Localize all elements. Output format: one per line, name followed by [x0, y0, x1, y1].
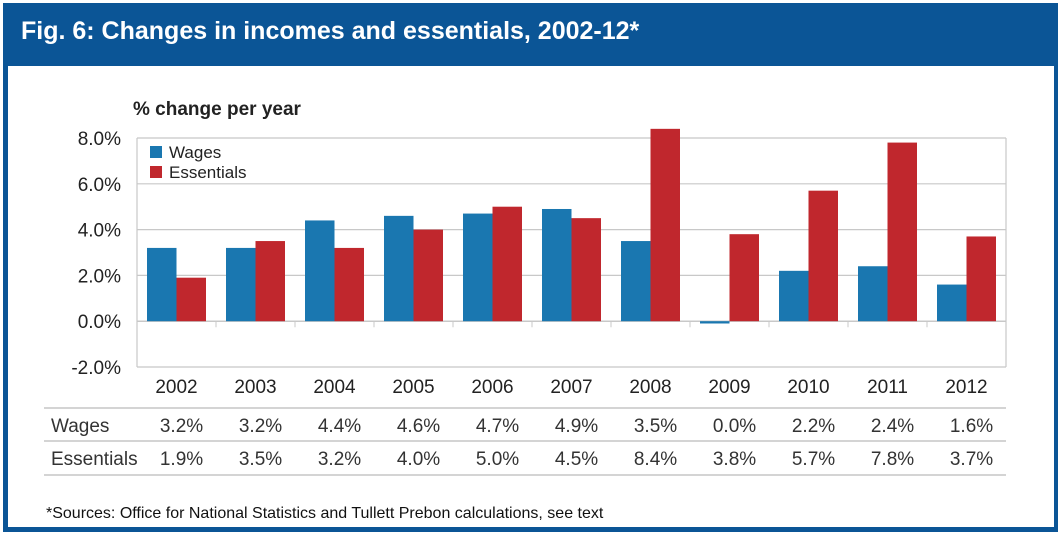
bar-wages-2011 — [858, 266, 888, 322]
x-tick-label: 2010 — [787, 377, 829, 398]
bar-wages-2006 — [463, 213, 493, 322]
x-tick-label: 2008 — [629, 377, 671, 398]
table-cell: 3.7% — [950, 449, 993, 470]
y-axis-label: % change per year — [133, 99, 302, 120]
figure-header: Fig. 6: Changes in incomes and essential… — [3, 3, 1058, 66]
x-tick-label: 2002 — [155, 377, 197, 398]
y-tick-label: -2.0% — [71, 358, 121, 379]
table-cell: 5.7% — [792, 449, 835, 470]
table-cell: 4.5% — [555, 449, 598, 470]
bar-essentials-2004 — [334, 247, 364, 322]
x-tick-label: 2005 — [392, 377, 434, 398]
y-tick-label: 6.0% — [78, 175, 121, 196]
x-tick-label: 2003 — [234, 377, 276, 398]
table-cell: 3.2% — [239, 416, 282, 437]
y-tick-label: 8.0% — [78, 129, 121, 150]
table-cell: 4.0% — [397, 449, 440, 470]
x-tick-label: 2009 — [708, 377, 750, 398]
table-cell: 7.8% — [871, 449, 914, 470]
table-cell: 3.2% — [318, 449, 361, 470]
bar-essentials-2005 — [413, 229, 443, 322]
x-tick-label: 2011 — [867, 377, 908, 398]
bar-wages-2009 — [700, 321, 730, 324]
bar-essentials-2010 — [808, 190, 838, 322]
data-table: Wages 3.2% 3.2% 4.4% 4.6% 4.7% 4.9% 3.5% 0.0% 2.2… — [44, 407, 1006, 476]
table-cell: 3.8% — [713, 449, 756, 470]
bar-wages-2003 — [226, 247, 256, 322]
bar-wages-2002 — [147, 247, 177, 322]
bar-wages-2012 — [937, 284, 967, 322]
x-tick-label: 2007 — [550, 377, 592, 398]
legend-swatch-essentials — [150, 166, 162, 178]
legend-label-essentials: Essentials — [169, 163, 246, 182]
table-cell: 1.9% — [160, 449, 203, 470]
x-tick-label: 2004 — [313, 377, 356, 398]
table-cell: 0.0% — [713, 416, 756, 437]
bar-essentials-2009 — [729, 234, 759, 322]
legend-label-wages: Wages — [169, 143, 221, 162]
table-cell: 3.5% — [239, 449, 282, 470]
legend-swatch-wages — [150, 146, 162, 158]
x-tick-label: 2006 — [471, 377, 513, 398]
bar-essentials-2006 — [492, 206, 522, 322]
bar-wages-2007 — [542, 208, 572, 322]
y-tick-label: 0.0% — [78, 312, 121, 333]
source-note: *Sources: Office for National Statistics… — [46, 505, 604, 522]
bar-essentials-2008 — [650, 128, 680, 322]
x-axis-ticks: 2002 2003 2004 2005 2006 2007 2008 2009 2010 2011… — [155, 377, 987, 398]
figure-title: Fig. 6: Changes in incomes and essential… — [21, 17, 640, 45]
bars — [147, 128, 996, 324]
bar-wages-2005 — [384, 215, 414, 322]
table-cell: 3.5% — [634, 416, 677, 437]
bar-essentials-2011 — [887, 142, 917, 322]
bar-wages-2004 — [305, 220, 335, 322]
table-cell: 4.7% — [476, 416, 519, 437]
table-cell: 2.2% — [792, 416, 835, 437]
y-tick-label: 4.0% — [78, 221, 121, 242]
table-cell: 4.6% — [397, 416, 440, 437]
table-cell: 2.4% — [871, 416, 914, 437]
bar-wages-2008 — [621, 241, 651, 322]
bar-essentials-2012 — [966, 236, 996, 322]
table-cell: 5.0% — [476, 449, 519, 470]
table-cell: 8.4% — [634, 449, 677, 470]
y-axis-ticks: 8.0% 6.0% 4.0% 2.0% 0.0% -2.0% — [71, 129, 121, 379]
table-cell: 4.9% — [555, 416, 598, 437]
y-tick-label: 2.0% — [78, 266, 121, 287]
bar-essentials-2002 — [176, 277, 206, 322]
table-row-label: Wages — [51, 416, 109, 437]
bar-essentials-2003 — [255, 241, 285, 322]
table-cell: 4.4% — [318, 416, 361, 437]
bar-wages-2010 — [779, 270, 809, 322]
table-cell: 3.2% — [160, 416, 203, 437]
bar-essentials-2007 — [571, 218, 601, 322]
table-cell: 1.6% — [950, 416, 993, 437]
table-row-label: Essentials — [51, 449, 138, 470]
x-tick-label: 2012 — [945, 377, 987, 398]
